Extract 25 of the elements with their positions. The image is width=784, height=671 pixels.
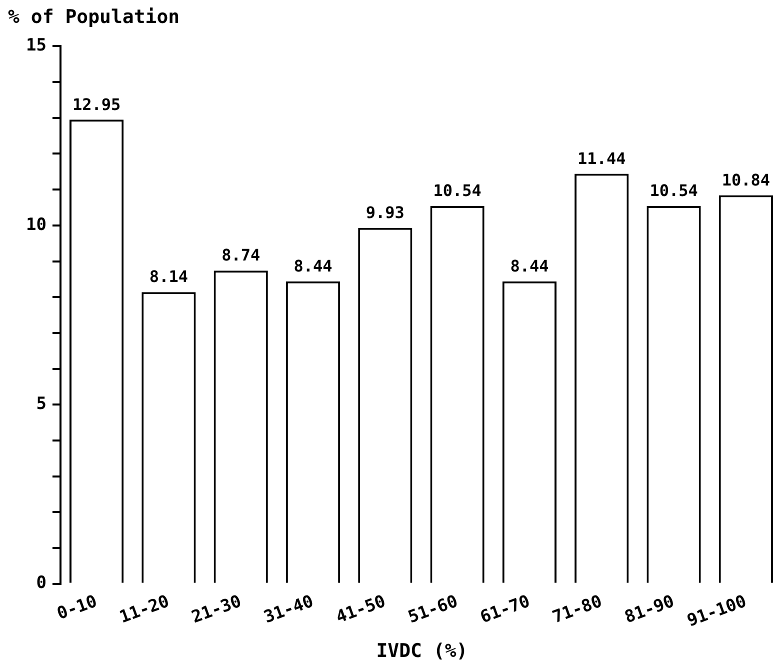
data-label: 8.14 (149, 267, 188, 286)
y-axis-title: % of Population (8, 6, 180, 28)
data-label: 10.54 (650, 181, 698, 200)
y-tick-label: 0 (36, 573, 46, 594)
x-tick-label: 61-70 (478, 591, 533, 628)
data-label: 10.84 (722, 170, 770, 190)
x-axis-title: IVDC (%) (375, 640, 469, 662)
data-label: 11.44 (578, 148, 626, 168)
x-tick-label: 31-40 (261, 591, 316, 628)
y-tick-label: 15 (26, 36, 46, 56)
x-tick-label: 0-10 (54, 591, 100, 624)
x-tick-label: 41-50 (333, 591, 388, 628)
y-tick-label: 10 (26, 214, 46, 235)
data-label: 8.74 (222, 246, 260, 265)
x-tick-label: 51-60 (406, 591, 461, 628)
data-label: 8.44 (510, 256, 549, 276)
x-tick-label: 21-30 (189, 591, 244, 628)
data-label: 8.44 (294, 256, 332, 276)
data-label: 12.95 (72, 94, 121, 114)
data-label: 10.54 (433, 181, 482, 200)
y-tick-label: 5 (36, 394, 46, 414)
data-label: 9.93 (366, 203, 404, 222)
x-tick-label: 71-80 (550, 591, 605, 628)
x-tick-label: 11-20 (117, 591, 172, 628)
x-tick-label: 81-90 (622, 591, 677, 628)
